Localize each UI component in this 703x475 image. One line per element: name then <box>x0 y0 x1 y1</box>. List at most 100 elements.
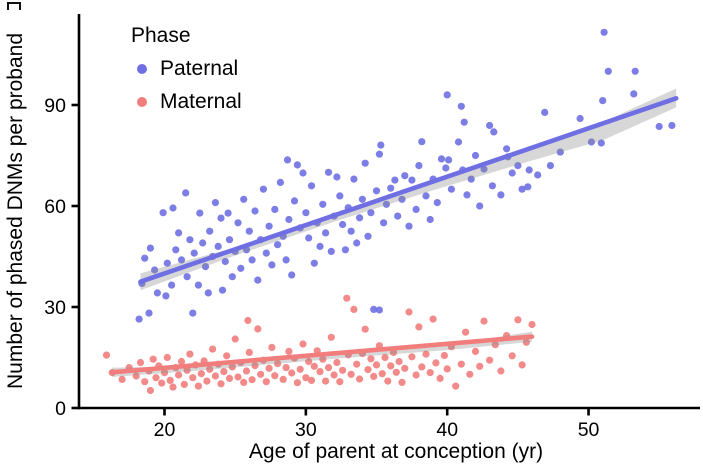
data-point-maternal <box>279 375 287 383</box>
data-point-maternal <box>223 352 231 360</box>
data-point-maternal <box>265 364 273 372</box>
data-point-maternal <box>203 377 211 385</box>
data-point-maternal <box>282 364 290 372</box>
data-point-maternal <box>405 308 413 316</box>
data-point-maternal <box>426 369 434 377</box>
data-point-paternal <box>631 67 639 75</box>
data-point-paternal <box>310 259 318 267</box>
data-point-paternal <box>282 256 290 264</box>
data-point-maternal <box>217 380 225 388</box>
data-point-maternal <box>443 365 451 373</box>
data-point-paternal <box>254 276 262 284</box>
data-point-maternal <box>452 382 460 390</box>
data-point-paternal <box>175 229 183 237</box>
data-point-paternal <box>163 259 171 267</box>
y-tick-label: 30 <box>44 297 66 319</box>
x-tick-label: 30 <box>295 419 317 441</box>
data-point-maternal <box>322 377 330 385</box>
data-point-paternal <box>283 156 292 164</box>
data-point-paternal <box>221 257 229 266</box>
data-point-maternal <box>518 361 526 369</box>
data-point-maternal <box>415 323 423 331</box>
data-point-paternal <box>401 172 409 180</box>
data-point-paternal <box>145 309 153 317</box>
data-point-paternal <box>316 242 324 250</box>
data-point-maternal <box>194 382 202 390</box>
data-point-maternal <box>480 317 488 325</box>
data-point-paternal <box>480 165 488 173</box>
data-point-paternal <box>380 219 388 227</box>
data-point-paternal <box>364 232 372 240</box>
data-point-paternal <box>146 244 154 252</box>
data-point-maternal <box>398 378 406 386</box>
data-point-maternal <box>418 363 426 371</box>
data-point-maternal <box>361 325 369 333</box>
data-point-maternal <box>486 356 494 364</box>
data-point-paternal <box>503 145 511 153</box>
data-point-paternal <box>576 114 584 123</box>
data-point-maternal <box>240 378 248 386</box>
data-point-paternal <box>319 200 327 208</box>
x-axis-title: Age of parent at conception (yr) <box>248 440 544 463</box>
data-point-maternal <box>333 358 341 367</box>
data-point-paternal <box>488 182 496 190</box>
data-point-paternal <box>524 183 532 191</box>
data-point-maternal <box>225 374 234 382</box>
data-point-paternal <box>189 309 197 317</box>
paternal-dot-icon <box>137 64 147 74</box>
data-point-maternal <box>310 362 318 370</box>
data-point-paternal <box>290 197 299 205</box>
data-point-maternal <box>491 341 499 349</box>
data-point-paternal <box>265 222 273 230</box>
data-point-paternal <box>486 121 494 130</box>
data-point-paternal <box>228 273 236 281</box>
data-point-maternal <box>197 370 205 378</box>
data-point-maternal <box>149 355 157 363</box>
data-point-paternal <box>372 187 381 195</box>
data-point-maternal <box>234 373 242 381</box>
data-point-maternal <box>327 333 335 341</box>
data-point-maternal <box>508 352 516 360</box>
data-point-paternal <box>391 176 399 184</box>
data-point-maternal <box>381 353 389 362</box>
data-point-maternal <box>254 325 262 333</box>
regression-line-maternal <box>109 334 535 375</box>
data-point-paternal <box>151 266 159 274</box>
data-point-paternal <box>339 220 347 229</box>
data-point-paternal <box>497 191 505 199</box>
data-point-paternal <box>422 192 430 200</box>
data-point-maternal <box>305 357 313 366</box>
data-point-maternal <box>440 351 448 360</box>
data-point-paternal <box>262 249 270 257</box>
y-tick-label: 90 <box>44 95 66 117</box>
data-point-paternal <box>447 185 455 193</box>
data-point-paternal <box>172 246 180 254</box>
data-point-paternal <box>288 271 296 279</box>
data-point-maternal <box>384 377 392 385</box>
data-point-maternal <box>296 365 304 373</box>
data-point-paternal <box>597 139 605 147</box>
data-point-maternal <box>211 372 219 380</box>
data-point-paternal <box>433 199 441 207</box>
data-point-paternal <box>271 205 279 213</box>
data-point-maternal <box>183 366 191 374</box>
data-point-maternal <box>245 348 253 356</box>
data-point-maternal <box>392 368 400 376</box>
data-point-maternal <box>231 335 239 343</box>
data-point-paternal <box>375 306 383 314</box>
data-point-paternal <box>194 281 202 289</box>
data-point-maternal <box>522 338 531 346</box>
data-point-paternal <box>375 150 383 158</box>
data-point-maternal <box>367 355 375 363</box>
data-point-paternal <box>600 28 608 36</box>
data-point-maternal <box>118 375 126 383</box>
data-point-paternal <box>460 118 468 126</box>
data-point-maternal <box>307 376 316 384</box>
data-point-paternal <box>471 151 480 160</box>
data-point-maternal <box>206 365 214 373</box>
data-point-maternal <box>141 378 149 386</box>
data-point-paternal <box>211 199 219 207</box>
data-point-paternal <box>457 102 465 110</box>
data-point-paternal <box>655 122 663 131</box>
